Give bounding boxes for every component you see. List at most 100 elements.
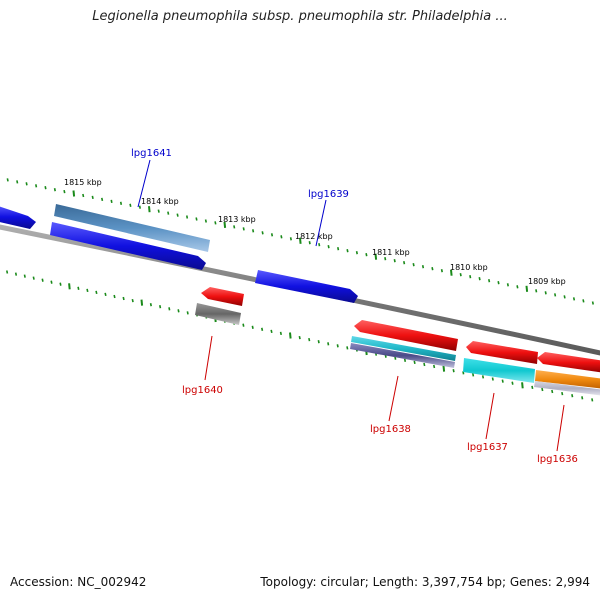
scale-label-1810: 1810 kbp [450, 263, 488, 272]
outer-tick-13 [119, 201, 123, 205]
gene-arrow-lpg1636-silver[interactable] [534, 381, 600, 396]
gene-label-lpg1638[interactable]: lpg1638 [370, 424, 411, 435]
accession-text: Accession: NC_002942 [10, 575, 147, 589]
outer-tick-60 [563, 295, 566, 299]
inner-tick-51 [472, 373, 475, 377]
inner-tick-35 [317, 340, 320, 344]
inner-tick-11 [95, 290, 98, 295]
leader-lpg1640 [204, 335, 213, 381]
inner-tick-28 [251, 325, 254, 329]
gene-arrow-lpg1641-steel[interactable] [54, 204, 210, 252]
inner-tick-44 [403, 358, 407, 362]
inner-tick-33 [298, 335, 301, 340]
outer-tick-39 [365, 253, 368, 257]
inner-tick-46 [423, 362, 426, 367]
outer-tick-30 [280, 235, 283, 239]
gene-arrow-lpg1638-purple[interactable] [350, 343, 455, 368]
outer-tick-12 [110, 199, 113, 204]
outer-tick-1 [6, 178, 9, 182]
inner-tick-53 [491, 377, 494, 381]
gene-label-lpg1640[interactable]: lpg1640 [182, 385, 223, 396]
gene-arrow-lpg1638-red[interactable] [354, 320, 458, 351]
scale-label-1813: 1813 kbp [218, 215, 256, 224]
outer-tick-2 [16, 180, 19, 184]
outer-tick-46 [431, 267, 434, 271]
gene-arrow-fwd-left[interactable] [0, 205, 36, 229]
inner-tick-8 [68, 283, 71, 290]
inner-tick-32 [289, 332, 292, 339]
inner-tick-27 [242, 323, 245, 327]
outer-tick-38 [355, 251, 358, 255]
gene-arrow-lpg1640-gray[interactable] [195, 303, 241, 325]
scale-ticks-outer [6, 178, 594, 305]
gene-arrow-lpg1636-orange[interactable] [535, 370, 600, 389]
outer-tick-23 [214, 221, 217, 225]
leader-lpg1641 [137, 159, 151, 208]
inner-tick-7 [59, 282, 62, 286]
gene-arrow-lpg1637-red[interactable] [466, 341, 538, 364]
inner-tick-54 [501, 379, 504, 383]
inner-tick-49 [452, 369, 455, 373]
outer-tick-20 [186, 215, 189, 219]
gene-arrow-lpg1640-red[interactable] [201, 287, 244, 306]
leader-lpg1636 [556, 404, 565, 452]
outer-tick-49 [459, 273, 462, 277]
inner-tick-36 [327, 342, 330, 346]
outer-tick-35 [327, 245, 330, 249]
outer-tick-52 [488, 279, 491, 283]
outer-tick-40 [374, 253, 378, 260]
gene-arrow-lpg1639-blue[interactable] [255, 270, 358, 303]
outer-tick-3 [25, 182, 28, 186]
outer-tick-50 [469, 275, 472, 279]
inner-tick-2 [14, 272, 18, 276]
inner-tick-29 [261, 327, 264, 331]
outer-tick-8 [72, 190, 76, 197]
inner-tick-17 [149, 303, 152, 307]
inner-tick-15 [131, 298, 134, 303]
gene-arrow-lpg1637-cyan[interactable] [463, 358, 535, 383]
inner-tick-52 [481, 375, 485, 379]
inner-tick-9 [77, 286, 80, 290]
gene-label-lpg1637[interactable]: lpg1637 [467, 442, 508, 453]
scale-label-1811: 1811 kbp [372, 248, 410, 257]
inner-tick-1 [6, 270, 9, 274]
outer-tick-41 [384, 257, 387, 261]
inner-tick-55 [511, 381, 514, 385]
gene-label-lpg1639[interactable]: lpg1639 [308, 189, 349, 200]
outer-tick-26 [242, 227, 245, 231]
outer-tick-11 [101, 197, 104, 202]
inner-tick-56 [521, 382, 524, 389]
inner-tick-14 [122, 296, 125, 301]
gene-arrow-lpg1641-blue[interactable] [50, 222, 206, 270]
inner-tick-12 [104, 292, 107, 297]
outer-tick-33 [308, 241, 311, 245]
outer-tick-55 [516, 285, 519, 289]
inner-tick-47 [433, 364, 436, 369]
inner-tick-34 [308, 337, 311, 342]
gene-label-lpg1636[interactable]: lpg1636 [537, 454, 578, 465]
gene-arrow-lpg1636-red[interactable] [537, 352, 600, 373]
inner-tick-3 [23, 274, 26, 278]
gene-label-lpg1641[interactable]: lpg1641 [131, 148, 172, 159]
scale-ticks-inner [6, 270, 594, 402]
outer-tick-56 [525, 285, 529, 292]
outer-tick-29 [270, 233, 274, 237]
inner-tick-16 [140, 299, 144, 306]
genome-title: Legionella pneumophila subsp. pneumophil… [92, 9, 508, 24]
outer-tick-18 [167, 211, 170, 215]
outer-tick-4 [35, 184, 38, 188]
inner-tick-45 [413, 360, 416, 365]
outer-tick-58 [544, 291, 547, 295]
outer-tick-42 [393, 259, 396, 263]
inner-tick-21 [186, 311, 189, 315]
inner-tick-19 [168, 307, 171, 311]
scale-label-1815: 1815 kbp [64, 178, 102, 187]
leader-lpg1637 [485, 392, 495, 440]
gene-arrow-lpg1638-teal[interactable] [351, 336, 456, 361]
inner-tick-48 [442, 365, 446, 372]
outer-tick-19 [176, 213, 179, 217]
outer-tick-10 [91, 195, 94, 200]
outer-tick-57 [535, 289, 538, 293]
